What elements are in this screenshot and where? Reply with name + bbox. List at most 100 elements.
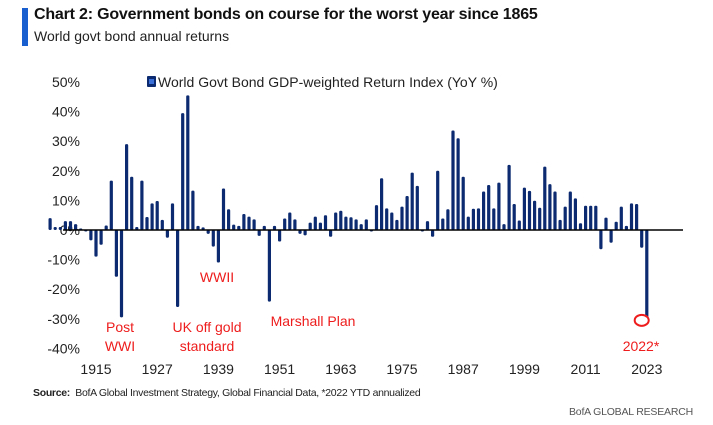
bar-1978 — [415, 185, 419, 230]
legend: World Govt Bond GDP-weighted Return Inde… — [147, 74, 498, 90]
y-tick-label: -30% — [47, 311, 80, 327]
bar-1947 — [257, 230, 261, 236]
bar-1908 — [58, 227, 62, 230]
bar-1948 — [262, 225, 266, 230]
bar-1961 — [329, 230, 333, 237]
bar-1942 — [232, 224, 236, 230]
bar-1977 — [410, 172, 414, 230]
bar-1918 — [109, 180, 113, 230]
bar-1919 — [114, 230, 118, 277]
title-accent-bar — [22, 8, 28, 46]
bar-2004 — [548, 184, 552, 230]
bar-2014 — [599, 230, 603, 250]
bar-2022 — [640, 230, 644, 248]
bar-1980 — [425, 221, 430, 230]
bar-2000 — [527, 190, 532, 230]
bar-1934 — [191, 190, 195, 230]
annotation-post-wwi: Post WWI — [105, 319, 135, 354]
annotation-line: 2022* — [623, 338, 660, 354]
bar-2016 — [609, 230, 613, 243]
annotation-marshall-plan: Marshall Plan — [271, 313, 356, 329]
x-tick-label: 1951 — [264, 361, 295, 377]
bar-1931 — [176, 230, 180, 307]
bar-1935 — [196, 225, 200, 230]
x-tick-label: 1927 — [142, 361, 173, 377]
bar-2013 — [594, 205, 598, 230]
bar-2023 — [645, 230, 649, 318]
legend-label: World Govt Bond GDP-weighted Return Inde… — [158, 74, 498, 90]
annotations: Post WWI UK off gold standard WWII Marshall P… — [105, 269, 660, 354]
bar-1973 — [390, 212, 394, 230]
y-tick-label: 20% — [52, 163, 80, 179]
bar-1959 — [318, 222, 322, 230]
bar-1995 — [502, 224, 506, 230]
bar-1911 — [74, 224, 78, 230]
bar-1949 — [267, 230, 271, 302]
highlight-circle — [633, 313, 650, 327]
bar-1974 — [395, 219, 399, 230]
bar-1922 — [130, 176, 134, 230]
x-tick-label: 1975 — [386, 361, 417, 377]
x-tick-label: 1987 — [448, 361, 479, 377]
bar-1990 — [476, 208, 481, 230]
x-axis: 1915 1927 1939 1951 1963 1975 1987 1999 2011 2023 — [80, 361, 662, 377]
bar-2007 — [563, 206, 567, 230]
bar-1917 — [104, 225, 108, 230]
x-tick-label: 1999 — [509, 361, 540, 377]
bar-2005 — [553, 191, 557, 230]
bar-1930 — [170, 203, 175, 230]
bar-1916 — [99, 230, 103, 245]
bar-2012 — [589, 205, 593, 230]
bar-1906 — [48, 218, 52, 230]
y-tick-label: -20% — [47, 281, 80, 297]
bar-1939 — [216, 230, 220, 263]
chart-title: Chart 2: Government bonds on course for … — [34, 6, 538, 23]
bar-1909 — [63, 221, 67, 230]
bar-1938 — [211, 230, 215, 247]
bar-1941 — [227, 209, 231, 230]
annotation-2022: 2022* — [623, 338, 660, 354]
bar-1983 — [441, 218, 445, 230]
y-tick-label: 30% — [52, 133, 80, 149]
bar-2011 — [584, 205, 588, 230]
bar-1997 — [512, 203, 516, 230]
bar-1914 — [89, 230, 93, 241]
brand-label: BofA GLOBAL RESEARCH — [569, 406, 693, 418]
bar-1965 — [349, 217, 353, 230]
bar-1989 — [471, 208, 475, 230]
annotation-uk-off-gold: UK off gold standard — [172, 319, 241, 354]
bar-2002 — [538, 207, 542, 230]
annotation-line: standard — [180, 338, 234, 354]
bar-1925 — [145, 216, 149, 230]
annotation-line: Post — [106, 319, 134, 335]
bar-1962 — [334, 212, 338, 230]
bar-1933 — [186, 95, 190, 230]
bar-1929 — [165, 230, 169, 238]
bar-1907 — [53, 227, 57, 230]
bar-2017 — [614, 221, 618, 230]
bar-1951 — [278, 230, 282, 242]
bar-1953 — [288, 212, 292, 230]
bar-1981 — [431, 230, 435, 237]
bar-1958 — [313, 216, 317, 230]
bar-1964 — [344, 216, 348, 230]
bar-2018 — [619, 206, 623, 230]
bar-1966 — [354, 219, 358, 230]
bar-1998 — [517, 220, 521, 230]
x-tick-label: 2011 — [571, 361, 601, 377]
bar-1987 — [461, 176, 465, 230]
bar-1954 — [293, 219, 297, 230]
bar-1946 — [252, 219, 256, 230]
annotation-line: Marshall Plan — [271, 313, 356, 329]
y-tick-label: 50% — [52, 74, 80, 90]
annotation-wwii: WWII — [200, 269, 234, 285]
bar-1956 — [303, 230, 307, 236]
y-tick-label: 40% — [52, 104, 80, 120]
bar-1940 — [221, 188, 226, 230]
bar-1992 — [487, 185, 491, 230]
legend-swatch-inner — [149, 79, 154, 84]
bar-1950 — [272, 225, 277, 230]
source-label: Source: — [33, 387, 70, 399]
bar-1963 — [339, 210, 343, 230]
bar-1955 — [298, 230, 302, 234]
